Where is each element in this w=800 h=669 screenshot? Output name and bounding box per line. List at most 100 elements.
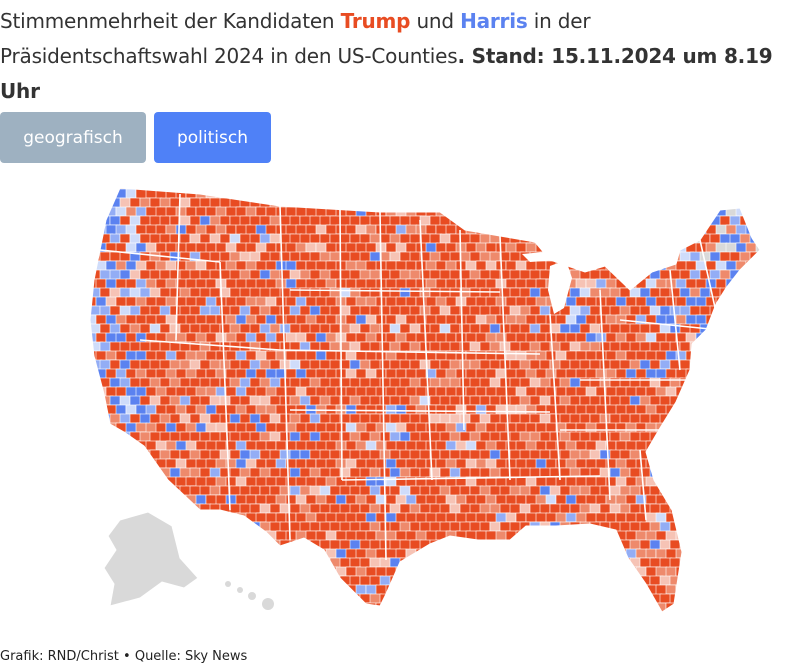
county-cell [175, 404, 187, 415]
state-border [619, 319, 721, 331]
county-cell [719, 593, 732, 607]
county-cell [565, 440, 577, 452]
county-cell [349, 611, 362, 612]
county-cell [755, 386, 760, 398]
county-cell [579, 593, 591, 606]
county-cell [389, 593, 401, 604]
county-cell [255, 188, 267, 199]
county-cell [675, 566, 688, 578]
county-cell [125, 188, 137, 200]
county-cell [165, 494, 179, 505]
county-cell [715, 404, 732, 416]
county-cell [776, 333, 789, 344]
county-cell [445, 206, 459, 219]
county-cell [675, 548, 691, 559]
county-cell [689, 521, 701, 535]
county-cell [579, 503, 592, 514]
county-cell [479, 611, 492, 612]
county-cell [715, 602, 728, 612]
county-cell [109, 611, 121, 612]
county-cell [735, 314, 751, 325]
county-cell [545, 440, 558, 451]
county-cell [199, 197, 212, 208]
county-cell [235, 602, 251, 612]
county-cell [90, 494, 92, 508]
county-cell [675, 224, 689, 235]
county-cell [345, 224, 357, 235]
county-cell [665, 242, 679, 255]
county-cell [179, 521, 194, 533]
county-cell [685, 224, 698, 236]
county-cell [669, 485, 681, 497]
county-cell [349, 188, 364, 193]
county-cell [439, 233, 452, 245]
county-cell [719, 341, 734, 355]
politisch-button[interactable]: politisch [154, 112, 271, 163]
county-cell [695, 386, 712, 397]
county-cell [766, 495, 777, 505]
county-cell [755, 332, 760, 345]
state-border [219, 261, 231, 511]
county-cell [749, 413, 760, 427]
county-cell [155, 602, 169, 612]
county-cell [745, 296, 760, 307]
county-cell [145, 494, 157, 507]
county-cell [115, 476, 127, 488]
county-cell [770, 522, 785, 533]
county-cell [90, 512, 97, 524]
county-cell [766, 333, 777, 342]
county-cell [199, 557, 216, 570]
county-cell [770, 612, 785, 624]
county-cell [776, 261, 789, 272]
county-cell [776, 423, 790, 432]
county-cell [699, 188, 715, 191]
county-cell [665, 458, 680, 471]
county-cell [205, 368, 217, 379]
county-cell [725, 512, 742, 523]
county-cell [519, 197, 533, 211]
county-cell [469, 188, 483, 191]
county-cell [225, 224, 237, 236]
county-cell [505, 224, 521, 235]
county-cell [755, 422, 760, 436]
county-cell [289, 575, 302, 586]
county-cell [605, 584, 618, 598]
county-cell [339, 611, 356, 612]
county-cell [295, 548, 309, 562]
county-cell [515, 512, 527, 523]
county-cell [685, 584, 699, 598]
county-cell [355, 458, 368, 470]
county-cell [159, 377, 171, 388]
county-cell [619, 197, 631, 209]
county-cell [515, 548, 529, 561]
county-cell [575, 584, 589, 597]
county-cell [705, 584, 718, 595]
county-cell [529, 215, 545, 229]
county-cell [659, 188, 673, 192]
county-cell [419, 287, 431, 298]
county-cell [369, 215, 381, 227]
county-cell [529, 593, 545, 606]
county-cell [615, 350, 627, 361]
county-cell [425, 584, 442, 595]
county-cell [135, 458, 152, 471]
geografisch-button[interactable]: geografisch [0, 112, 146, 163]
county-cell [90, 575, 96, 587]
county-cell [605, 242, 618, 254]
county-cell [325, 602, 339, 612]
county-cell [545, 206, 562, 217]
county-cell [289, 251, 301, 263]
county-cell [195, 512, 209, 524]
county-grid [90, 188, 790, 624]
county-cell [655, 440, 671, 451]
county-cell [575, 476, 588, 488]
county-cell [245, 602, 259, 612]
county-cell [679, 557, 696, 571]
county-cell [745, 458, 760, 472]
county-cell [749, 503, 760, 514]
county-cell [90, 548, 101, 562]
county-cell [535, 512, 548, 523]
county-cell [679, 593, 693, 607]
county-cell [405, 296, 417, 307]
county-cell [735, 584, 747, 596]
